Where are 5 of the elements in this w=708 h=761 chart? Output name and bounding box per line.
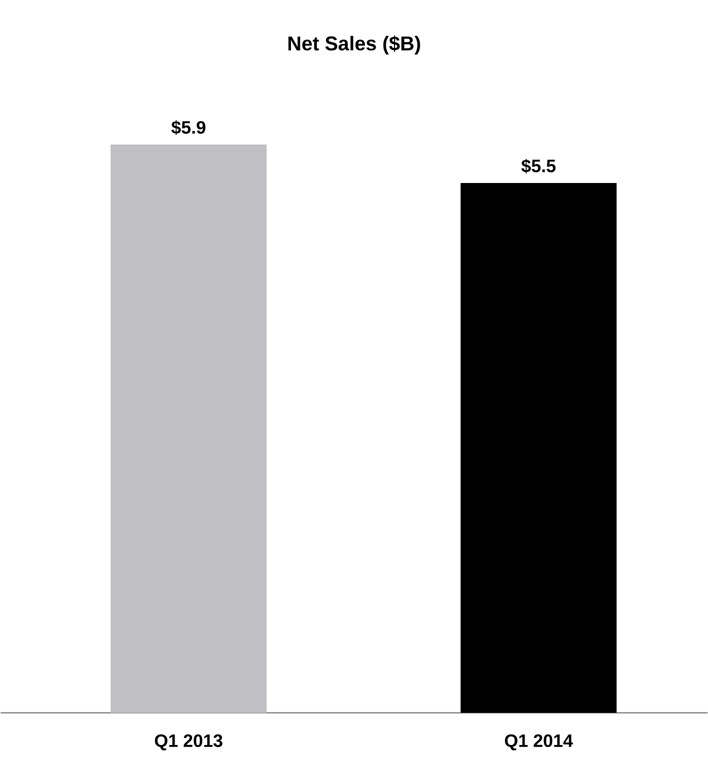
chart-title: Net Sales ($B)	[288, 36, 420, 54]
data-label: $5.9	[171, 120, 206, 135]
x-tick-label: Q1 2013	[154, 734, 222, 750]
data-label: $5.5	[521, 158, 556, 174]
x-tick-label: Q1 2014	[504, 734, 573, 750]
